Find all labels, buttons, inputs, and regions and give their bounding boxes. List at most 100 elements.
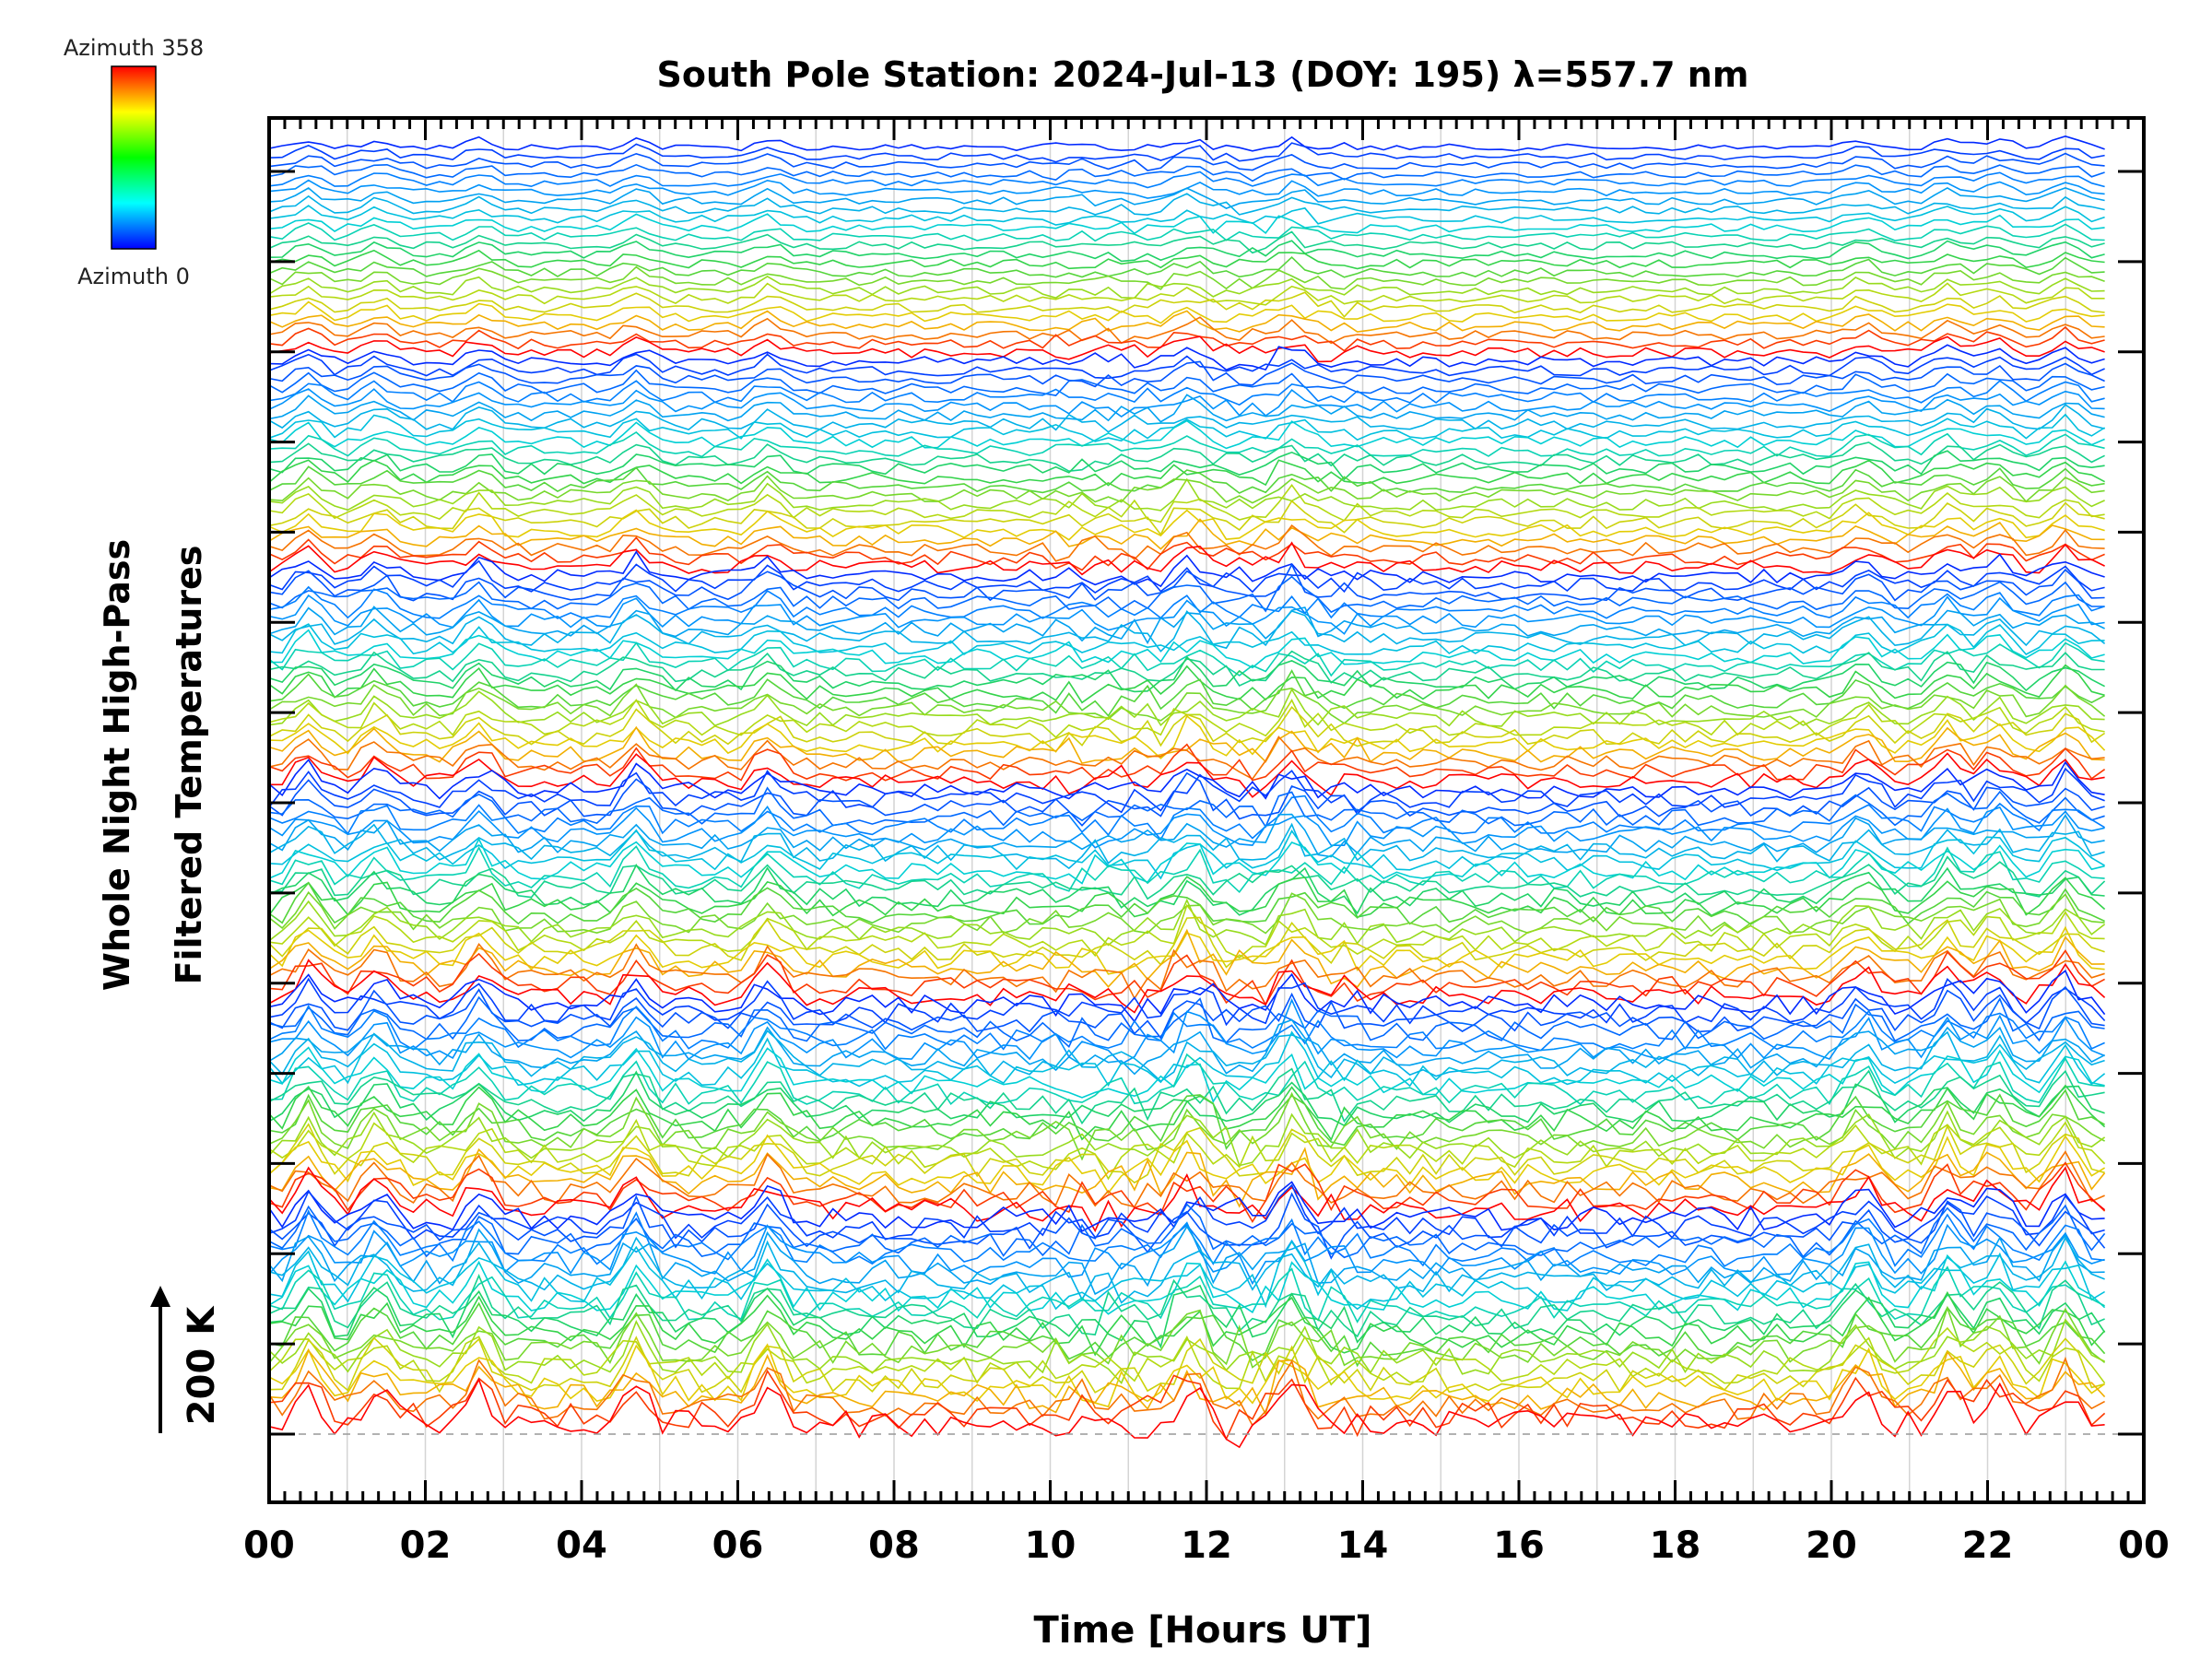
azimuth-trace [269, 394, 2105, 423]
azimuth-trace [269, 388, 2105, 418]
axis-ticks [267, 118, 2146, 1502]
x-tick-label: 00 [2118, 1524, 2170, 1567]
azimuth-trace [269, 316, 2105, 345]
azimuth-trace [269, 1084, 2106, 1142]
azimuth-trace [269, 970, 2106, 1023]
x-tick-label: 20 [1806, 1524, 1857, 1567]
azimuth-trace [269, 500, 2105, 536]
azimuth-trace [269, 806, 2105, 849]
azimuth-trace [269, 767, 2105, 816]
azimuth-trace [269, 1343, 2106, 1408]
azimuth-trace [269, 585, 2105, 619]
azimuth-trace [269, 1110, 2106, 1167]
azimuth-trace [269, 1356, 2105, 1427]
azimuth-trace [269, 1030, 2105, 1083]
azimuth-trace [269, 1088, 2106, 1150]
azimuth-trace [269, 1284, 2106, 1349]
trace-stack [269, 135, 2106, 1449]
azimuth-trace [269, 1326, 2106, 1390]
azimuth-trace [269, 669, 2105, 717]
azimuth-trace [269, 855, 2106, 900]
azimuth-trace [269, 559, 2105, 594]
azimuth-trace [269, 450, 2105, 481]
azimuth-trace [269, 786, 2105, 829]
azimuth-trace [269, 483, 2105, 524]
azimuth-trace [269, 310, 2105, 333]
azimuth-trace [269, 1053, 2105, 1106]
azimuth-trace [269, 477, 2105, 512]
x-tick-label: 14 [1337, 1524, 1389, 1567]
azimuth-trace [269, 977, 2106, 1027]
azimuth-trace [269, 664, 2105, 704]
x-axis-label: Time [Hours UT] [1034, 1609, 1372, 1652]
azimuth-trace [269, 255, 2105, 278]
azimuth-trace [269, 1161, 2106, 1224]
azimuth-trace [269, 881, 2105, 925]
azimuth-trace [269, 1348, 2106, 1417]
azimuth-trace [269, 714, 2106, 759]
azimuth-trace [269, 193, 2105, 217]
azimuth-trace [269, 813, 2105, 858]
azimuth-trace [269, 1181, 2105, 1232]
azimuth-trace [269, 1253, 2106, 1315]
azimuth-trace [269, 683, 2106, 724]
azimuth-trace [269, 353, 2105, 380]
azimuth-trace [269, 360, 2105, 388]
azimuth-trace [269, 759, 2105, 800]
azimuth-trace [269, 291, 2105, 318]
azimuth-trace [269, 771, 2105, 827]
azimuth-trace [269, 171, 2105, 189]
azimuth-trace [269, 837, 2105, 885]
colorbar-bottom-label: Azimuth 0 [77, 264, 190, 289]
azimuth-trace [269, 240, 2105, 263]
azimuth-trace [269, 928, 2105, 989]
azimuth-trace [269, 1030, 2106, 1088]
azimuth-trace [269, 1203, 2106, 1259]
x-tick-label: 12 [1181, 1524, 1232, 1567]
azimuth-trace [269, 864, 2105, 916]
azimuth-trace [269, 369, 2105, 396]
azimuth-trace [269, 1091, 2105, 1161]
y-axis-label-line1: Whole Night High-Pass [97, 539, 137, 991]
x-tick-label: 18 [1650, 1524, 1701, 1567]
azimuth-trace [269, 985, 2105, 1040]
azimuth-trace [269, 743, 2106, 782]
x-tick-label: 06 [712, 1524, 764, 1567]
azimuth-trace [269, 1301, 2106, 1368]
azimuth-trace [269, 1147, 2106, 1208]
azimuth-trace [269, 925, 2105, 975]
azimuth-trace [269, 550, 2105, 588]
azimuth-trace [269, 1236, 2105, 1304]
azimuth-trace [269, 822, 2105, 870]
colorbar [111, 65, 157, 250]
azimuth-trace [269, 509, 2105, 541]
azimuth-trace [269, 152, 2105, 171]
azimuth-trace [269, 1046, 2105, 1104]
azimuth-trace [269, 524, 2105, 562]
azimuth-trace [269, 1274, 2105, 1338]
azimuth-trace [269, 282, 2105, 306]
azimuth-trace [269, 1369, 2106, 1441]
azimuth-trace [269, 1290, 2106, 1357]
azimuth-trace [269, 1166, 2106, 1233]
azimuth-trace [269, 465, 2105, 494]
azimuth-trace [269, 688, 2105, 727]
azimuth-trace [269, 1377, 2105, 1449]
azimuth-trace [269, 1265, 2105, 1324]
azimuth-trace [269, 610, 2106, 653]
azimuth-trace [269, 205, 2105, 226]
azimuth-trace [269, 1004, 2105, 1052]
azimuth-trace [269, 629, 2105, 669]
azimuth-trace [269, 380, 2105, 406]
azimuth-trace [269, 419, 2105, 450]
azimuth-trace [269, 300, 2105, 324]
azimuth-trace [269, 404, 2105, 433]
azimuth-trace [269, 949, 2105, 1006]
azimuth-trace [269, 1150, 2105, 1208]
azimuth-trace [269, 541, 2105, 576]
x-tick-label: 04 [556, 1524, 607, 1567]
azimuth-trace [269, 335, 2105, 363]
azimuth-trace [269, 325, 2105, 352]
azimuth-trace [269, 594, 2105, 635]
azimuth-trace [269, 575, 2105, 614]
